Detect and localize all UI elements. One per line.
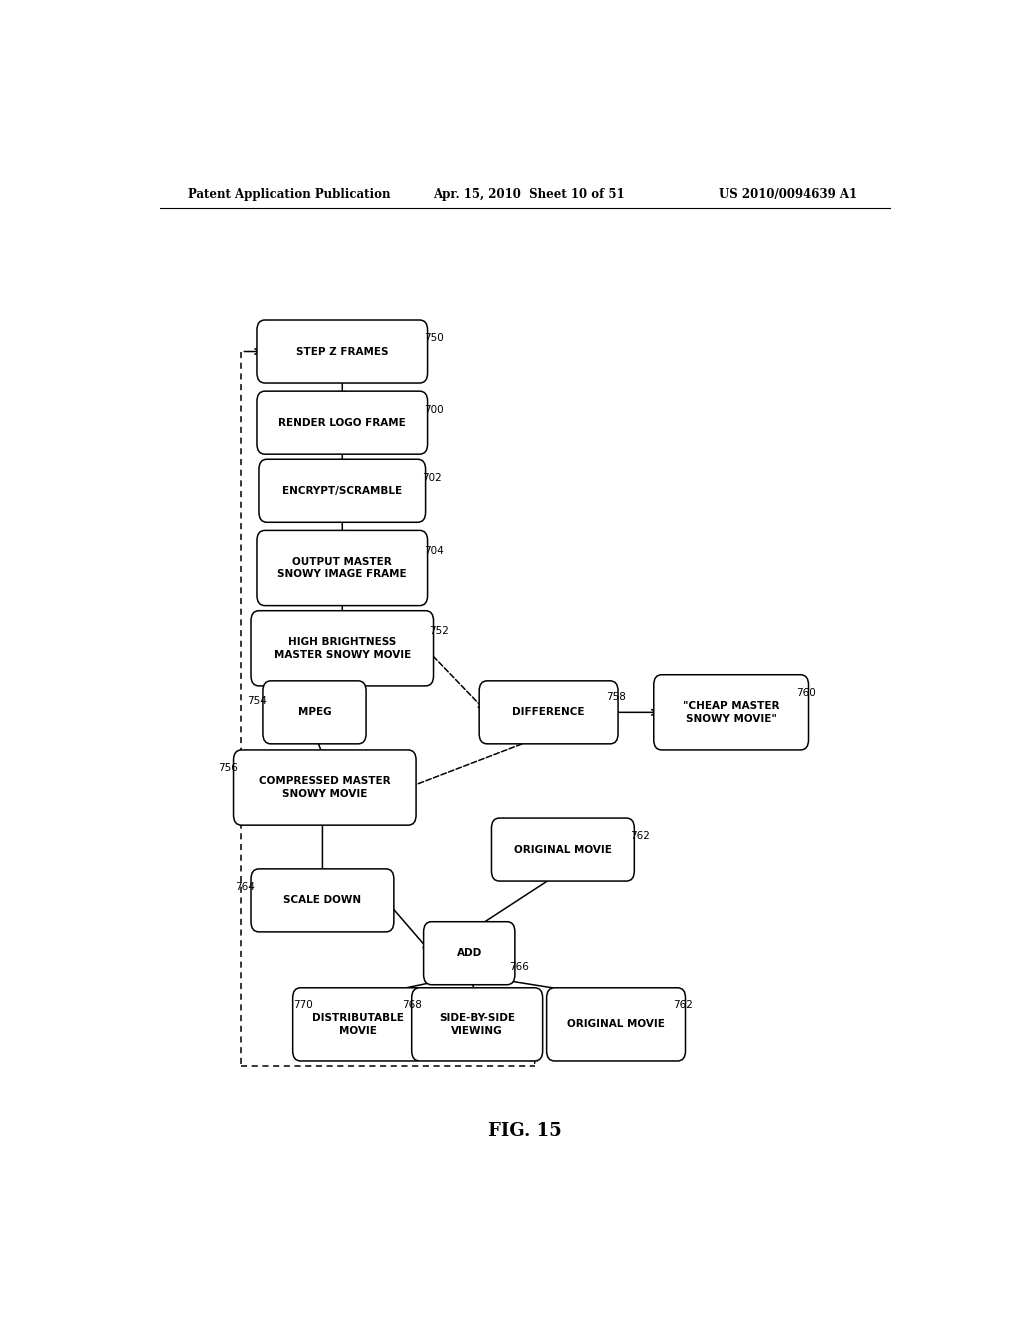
Text: 758: 758 — [606, 692, 626, 702]
Text: 702: 702 — [422, 473, 441, 483]
Text: Patent Application Publication: Patent Application Publication — [187, 189, 390, 202]
Text: ADD: ADD — [457, 948, 482, 958]
Text: STEP Z FRAMES: STEP Z FRAMES — [296, 347, 388, 356]
Text: COMPRESSED MASTER
SNOWY MOVIE: COMPRESSED MASTER SNOWY MOVIE — [259, 776, 390, 799]
Text: US 2010/0094639 A1: US 2010/0094639 A1 — [719, 189, 857, 202]
Text: SCALE DOWN: SCALE DOWN — [284, 895, 361, 906]
FancyBboxPatch shape — [257, 391, 428, 454]
Text: 770: 770 — [293, 1001, 312, 1010]
Text: DISTRIBUTABLE
MOVIE: DISTRIBUTABLE MOVIE — [312, 1014, 404, 1036]
FancyBboxPatch shape — [547, 987, 685, 1061]
FancyBboxPatch shape — [293, 987, 424, 1061]
Text: DIFFERENCE: DIFFERENCE — [512, 708, 585, 717]
Text: OUTPUT MASTER
SNOWY IMAGE FRAME: OUTPUT MASTER SNOWY IMAGE FRAME — [278, 557, 408, 579]
FancyBboxPatch shape — [251, 611, 433, 686]
Text: RENDER LOGO FRAME: RENDER LOGO FRAME — [279, 417, 407, 428]
Text: Apr. 15, 2010  Sheet 10 of 51: Apr. 15, 2010 Sheet 10 of 51 — [433, 189, 626, 202]
Text: FIG. 15: FIG. 15 — [487, 1122, 562, 1140]
FancyBboxPatch shape — [257, 319, 428, 383]
Text: 766: 766 — [509, 961, 529, 972]
FancyBboxPatch shape — [412, 987, 543, 1061]
Text: 760: 760 — [797, 688, 816, 698]
FancyBboxPatch shape — [263, 681, 367, 744]
Text: MPEG: MPEG — [298, 708, 332, 717]
Text: SIDE-BY-SIDE
VIEWING: SIDE-BY-SIDE VIEWING — [439, 1014, 515, 1036]
FancyBboxPatch shape — [251, 869, 394, 932]
Text: 754: 754 — [247, 696, 267, 706]
FancyBboxPatch shape — [424, 921, 515, 985]
Text: 756: 756 — [218, 763, 238, 774]
Text: 700: 700 — [424, 404, 443, 414]
Text: 750: 750 — [424, 334, 443, 343]
Text: 704: 704 — [424, 545, 443, 556]
FancyBboxPatch shape — [653, 675, 809, 750]
Text: 768: 768 — [402, 1001, 422, 1010]
Text: "CHEAP MASTER
SNOWY MOVIE": "CHEAP MASTER SNOWY MOVIE" — [683, 701, 779, 723]
Text: ORIGINAL MOVIE: ORIGINAL MOVIE — [514, 845, 611, 854]
Text: 764: 764 — [236, 882, 255, 892]
Text: 762: 762 — [674, 1001, 693, 1010]
Text: ENCRYPT/SCRAMBLE: ENCRYPT/SCRAMBLE — [283, 486, 402, 496]
FancyBboxPatch shape — [479, 681, 618, 744]
Text: 762: 762 — [631, 832, 650, 841]
FancyBboxPatch shape — [492, 818, 634, 880]
FancyBboxPatch shape — [259, 459, 426, 523]
FancyBboxPatch shape — [233, 750, 416, 825]
Text: 752: 752 — [430, 626, 450, 636]
Text: HIGH BRIGHTNESS
MASTER SNOWY MOVIE: HIGH BRIGHTNESS MASTER SNOWY MOVIE — [273, 638, 411, 660]
FancyBboxPatch shape — [257, 531, 428, 606]
Text: ORIGINAL MOVIE: ORIGINAL MOVIE — [567, 1019, 665, 1030]
